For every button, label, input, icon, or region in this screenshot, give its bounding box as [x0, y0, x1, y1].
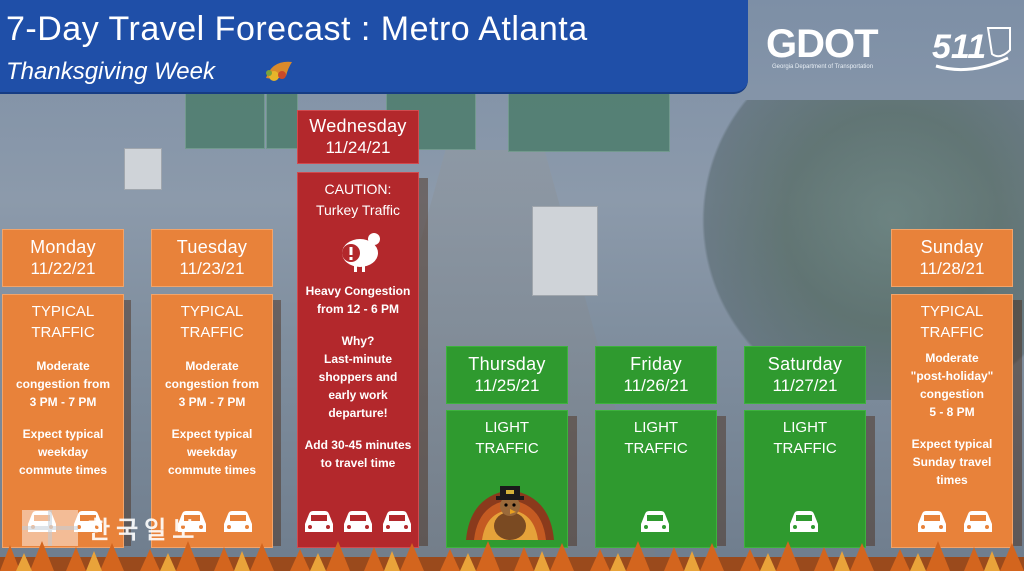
day-header-wednesday: Wednesday 11/24/21	[297, 110, 419, 164]
day-body-tuesday: TYPICAL TRAFFIC Moderate congestion from 3 …	[151, 294, 273, 548]
cornucopia-icon	[266, 61, 292, 81]
day-header-tuesday: Tuesday 11/23/21	[151, 229, 273, 287]
traffic-details: Moderate congestion from 3 PM - 7 PM	[15, 359, 110, 409]
day-name: Friday	[630, 354, 682, 374]
traffic-details: Moderate congestion from 3 PM - 7 PM	[164, 359, 259, 409]
day-name: Saturday	[767, 354, 843, 374]
day-date: 11/27/21	[772, 376, 838, 395]
day-name: Sunday	[920, 237, 984, 257]
day-date: 11/22/21	[30, 259, 96, 278]
header-banner: 7-Day Travel Forecast : Metro Atlanta Th…	[0, 0, 748, 94]
truck	[532, 206, 598, 296]
watermark-logo-icon	[22, 510, 78, 546]
card-shadow	[865, 416, 875, 546]
car-icon	[964, 511, 992, 532]
traffic-level: TYPICAL TRAFFIC	[180, 303, 244, 341]
day-date: 11/23/21	[179, 259, 245, 278]
car-icon	[918, 511, 946, 532]
overhead-sign	[266, 92, 298, 149]
day-body-monday: TYPICAL TRAFFIC Moderate congestion from 3 …	[2, 294, 124, 548]
overhead-sign	[185, 92, 265, 149]
day-body-wednesday: CAUTION: Turkey Traffic Heavy Congestion f…	[297, 172, 419, 548]
gdot-logo-subtitle: Georgia Department of Transportation	[772, 64, 874, 70]
turkey-warning-icon	[342, 233, 380, 272]
card-shadow	[716, 416, 726, 546]
traffic-level: CAUTION: Turkey Traffic	[315, 181, 401, 218]
511-logo-text: 511	[932, 28, 986, 66]
autumn-leaves-border	[0, 541, 1024, 571]
day-date: 11/26/21	[623, 376, 689, 395]
car-icon	[344, 511, 372, 532]
traffic-extra: Add 30-45 minutes to travel time	[304, 438, 412, 470]
traffic-extra: Expect typical weekday commute times	[18, 427, 108, 477]
day-body-sunday: TYPICAL TRAFFIC Moderate "post-holiday" con…	[891, 294, 1013, 548]
card-shadow	[121, 300, 131, 546]
day-header-saturday: Saturday 11/27/21	[744, 346, 866, 404]
day-name: Monday	[30, 237, 96, 257]
day-header-friday: Friday 11/26/21	[595, 346, 717, 404]
day-name: Thursday	[468, 354, 546, 374]
traffic-level: LIGHT TRAFFIC	[773, 419, 837, 457]
traffic-level: LIGHT TRAFFIC	[475, 419, 539, 457]
overhead-sign	[508, 90, 670, 152]
day-header-thursday: Thursday 11/25/21	[446, 346, 568, 404]
turkey-pilgrim-icon	[466, 486, 554, 540]
day-header-sunday: Sunday 11/28/21	[891, 229, 1013, 287]
car-icon	[383, 511, 411, 532]
day-name: Wednesday	[309, 116, 407, 136]
traffic-level: TYPICAL TRAFFIC	[31, 303, 95, 341]
card-shadow	[1012, 300, 1022, 546]
card-shadow	[271, 300, 281, 546]
traffic-extra: Expect typical Sunday travel times	[911, 437, 993, 487]
traffic-details: Heavy Congestion from 12 - 6 PM	[305, 284, 411, 316]
gdot-logo: GDOT	[766, 22, 879, 66]
day-date: 11/24/21	[325, 138, 391, 157]
day-header-monday: Monday 11/22/21	[2, 229, 124, 287]
car-icon	[641, 511, 669, 532]
car-icon	[224, 511, 252, 532]
traffic-extra: Expect typical weekday commute times	[167, 427, 257, 477]
car-icon	[305, 511, 333, 532]
page-title: 7-Day Travel Forecast : Metro Atlanta	[6, 10, 588, 48]
traffic-level: TYPICAL TRAFFIC	[920, 303, 984, 341]
card-shadow	[418, 178, 428, 546]
traffic-level: LIGHT TRAFFIC	[624, 419, 688, 457]
card-shadow	[567, 416, 577, 546]
watermark-text: 한국일보	[88, 517, 201, 544]
traffic-details: Moderate "post-holiday" congestion 5 - 8 PM	[910, 351, 994, 419]
bus	[124, 148, 162, 190]
traffic-why: Why? Last-minute shoppers and early work dep…	[318, 334, 398, 420]
day-date: 11/28/21	[919, 259, 985, 278]
511-logo-icon: 511	[932, 27, 1011, 72]
car-icon	[178, 511, 206, 532]
day-name: Tuesday	[176, 237, 248, 257]
page-subtitle: Thanksgiving Week	[6, 58, 215, 85]
day-date: 11/25/21	[474, 376, 540, 395]
car-icon	[790, 511, 818, 532]
